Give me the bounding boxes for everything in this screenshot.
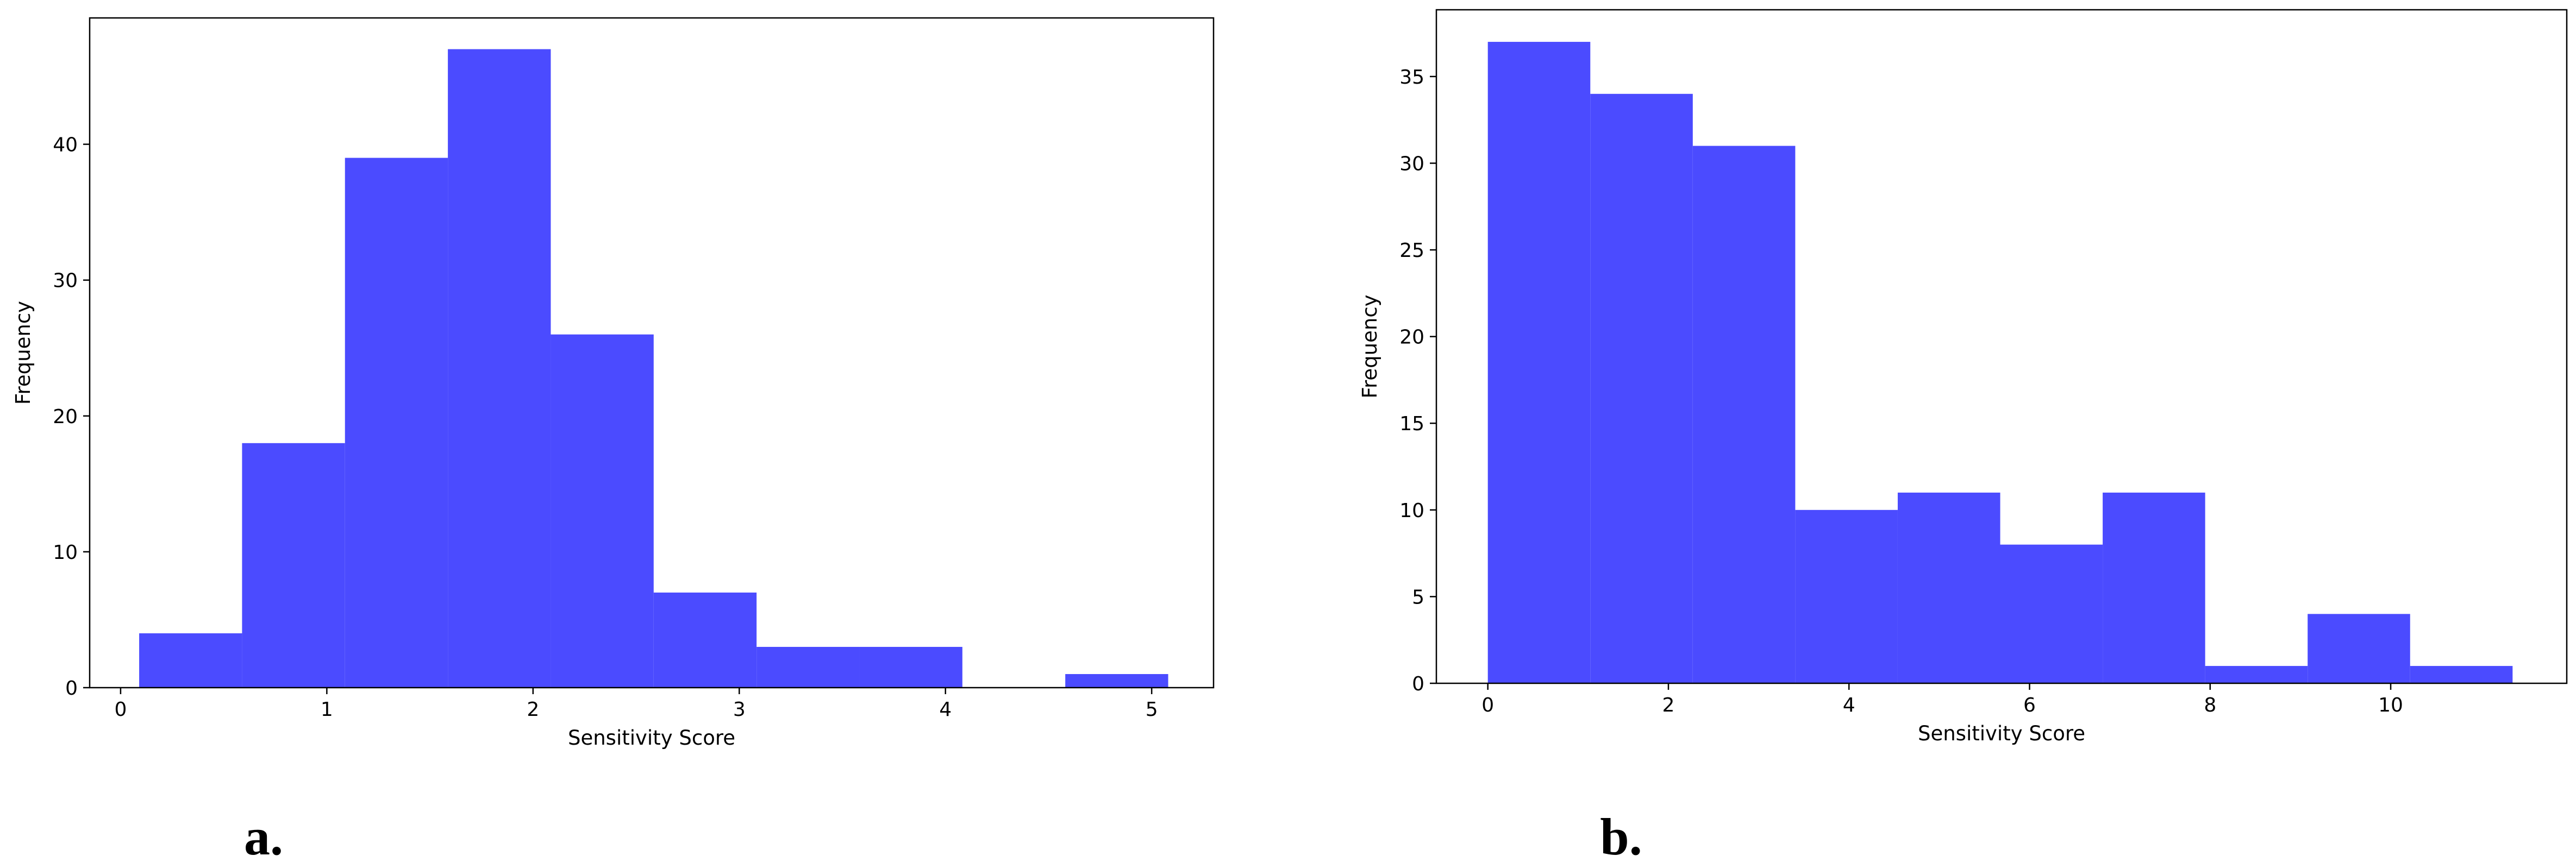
y-tick-label: 20	[53, 406, 78, 428]
panel-label: b.	[1600, 808, 1642, 862]
y-tick-label: 15	[1399, 413, 1424, 435]
histogram-bar	[2000, 544, 2103, 683]
histogram-bar	[1692, 146, 1796, 683]
x-tick-label: 10	[2378, 694, 2403, 716]
histogram-bar	[2205, 666, 2308, 683]
y-tick-label: 25	[1399, 240, 1424, 262]
histogram-bar	[1065, 674, 1168, 688]
histogram-bar	[1795, 509, 1898, 683]
y-tick-label: 10	[53, 542, 78, 564]
y-tick-label: 0	[65, 677, 78, 700]
x-tick-label: 2	[527, 699, 539, 721]
axes-frame	[89, 17, 1215, 689]
histogram-bar	[1897, 492, 2000, 683]
histogram-bar	[139, 633, 242, 688]
histogram-panel-b: 0 2 4 6 8 10 0 5 10 15 20 25 30 35 Sensitivity Score Fr…	[1358, 9, 2568, 862]
y-tick-label: 20	[1399, 326, 1424, 349]
y-tick-label: 40	[53, 134, 78, 156]
x-tick-label: 3	[733, 699, 746, 721]
y-tick-label: 30	[1399, 153, 1424, 175]
axes-frame	[1435, 9, 2568, 684]
y-tick-label: 5	[1412, 586, 1424, 608]
histogram-bar	[756, 646, 860, 688]
x-tick-label: 1	[321, 699, 333, 721]
histogram-bar	[2410, 666, 2513, 683]
x-tick-label: 6	[2023, 694, 2036, 716]
histogram-bar	[2103, 492, 2205, 683]
histogram-bar	[448, 49, 551, 688]
histogram-bar	[653, 592, 757, 688]
x-tick-label: 8	[2204, 694, 2216, 716]
x-tick-label: 4	[939, 699, 952, 721]
x-tick-label: 5	[1146, 699, 1158, 721]
y-tick-label: 35	[1399, 66, 1424, 89]
y-axis-label: Frequency	[11, 301, 35, 405]
histogram-bar	[551, 334, 654, 688]
y-tick-label: 30	[53, 270, 78, 292]
y-axis-label: Frequency	[1358, 294, 1381, 398]
x-tick-label: 4	[1843, 694, 1855, 716]
histogram-bar	[242, 443, 345, 688]
histogram-bar	[345, 158, 448, 688]
y-tick-label: 0	[1412, 673, 1424, 695]
histogram-bar	[1590, 93, 1693, 683]
x-axis-label: Sensitivity Score	[568, 726, 735, 750]
histogram-panel-a: 0 1 2 3 4 5 0 10 20 30 40 Sensitivity Score Frequenc…	[11, 17, 1215, 862]
x-tick-label: 0	[1481, 694, 1494, 716]
histogram-bar	[2308, 614, 2410, 683]
histogram-bar	[859, 646, 962, 688]
x-tick-label: 2	[1662, 694, 1675, 716]
y-tick-label: 10	[1399, 500, 1424, 522]
panel-label: a.	[244, 808, 283, 862]
x-tick-label: 0	[114, 699, 127, 721]
histogram-bar	[1487, 42, 1591, 684]
x-axis-label: Sensitivity Score	[1918, 722, 2085, 745]
